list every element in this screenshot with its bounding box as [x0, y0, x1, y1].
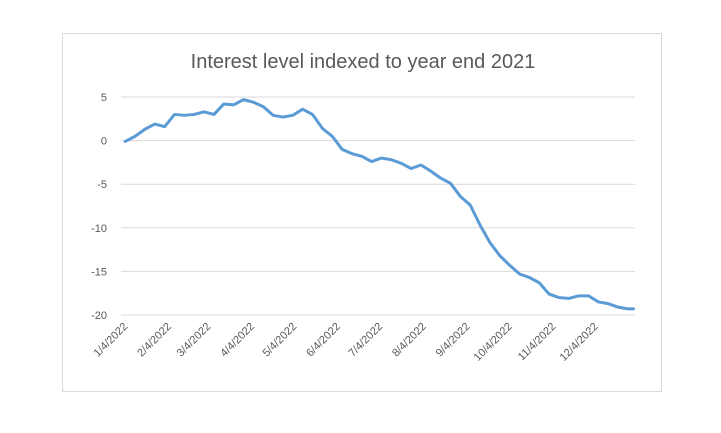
- y-tick-label: -20: [91, 310, 107, 322]
- y-tick-label: -5: [97, 179, 107, 191]
- x-tick-label: 12/4/2022: [558, 321, 601, 364]
- x-tick-label: 8/4/2022: [390, 321, 429, 360]
- x-tick-label: 5/4/2022: [261, 321, 300, 360]
- x-tick-label: 3/4/2022: [175, 321, 214, 360]
- x-tick-label: 1/4/2022: [92, 321, 131, 360]
- x-tick-label: 7/4/2022: [346, 321, 385, 360]
- series-layer: [123, 98, 636, 311]
- x-tick-label: 9/4/2022: [434, 321, 473, 360]
- y-tick-label: -15: [91, 266, 107, 278]
- y-tick-label: 5: [101, 92, 107, 104]
- y-tick-label: -10: [91, 223, 107, 235]
- y-axis-ticks: 5 0 -5 -10 -15 -20: [91, 92, 107, 322]
- x-tick-label: 6/4/2022: [304, 321, 343, 360]
- x-tick-label: 4/4/2022: [218, 321, 257, 360]
- y-tick-label: 0: [101, 136, 107, 148]
- gridlines: [121, 96, 635, 316]
- x-axis-ticks: 1/4/2022 2/4/2022 3/4/2022 4/4/2022 5/4/2022…: [92, 321, 601, 364]
- x-tick-label: 11/4/2022: [516, 321, 559, 364]
- chart-title: Interest level indexed to year end 2021: [191, 51, 536, 73]
- chart-area: Interest level indexed to year end 2021 …: [62, 33, 662, 392]
- x-tick-label: 10/4/2022: [472, 321, 515, 364]
- x-tick-label: 2/4/2022: [135, 321, 174, 360]
- line-chart: Interest level indexed to year end 2021 …: [91, 51, 636, 364]
- series-line-0: [123, 98, 636, 311]
